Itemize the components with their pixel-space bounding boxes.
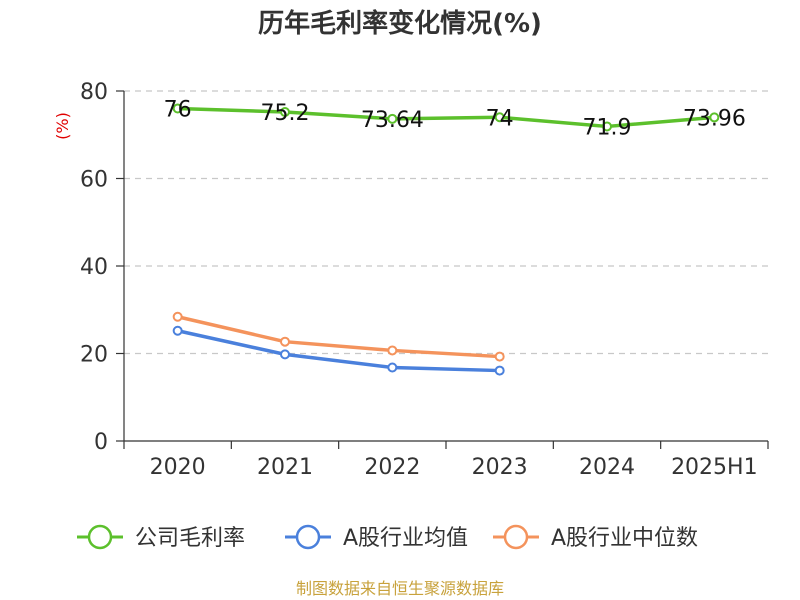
legend-label: 公司毛利率 xyxy=(135,526,245,551)
y-tick-label: 40 xyxy=(80,255,108,280)
x-tick-label: 2025H1 xyxy=(671,455,758,480)
data-point xyxy=(387,345,398,356)
y-tick-label: 80 xyxy=(80,80,108,105)
legend-item-1[interactable]: 公司毛利率 xyxy=(77,524,245,551)
data-point xyxy=(494,365,505,376)
data-point xyxy=(494,112,505,123)
series-line-2 xyxy=(175,329,502,373)
legend-marker xyxy=(87,524,113,550)
legend-marker xyxy=(503,524,529,550)
data-point xyxy=(172,311,183,322)
source-note: 制图数据来自恒生聚源数据库 xyxy=(296,579,504,598)
legend-marker xyxy=(295,524,321,550)
data-point xyxy=(172,103,183,114)
data-point xyxy=(280,349,290,360)
data-label: 75.2 xyxy=(261,101,310,126)
data-labels: 76 75.2 73.64 74 71.9 73.96 xyxy=(164,98,746,141)
data-point xyxy=(387,362,398,373)
legend-label: A股行业均值 xyxy=(343,526,468,551)
data-point xyxy=(172,325,183,336)
data-point xyxy=(602,121,612,132)
data-label: 74 xyxy=(486,106,514,131)
data-point xyxy=(709,112,720,123)
y-tick-label: 0 xyxy=(94,430,108,455)
series-line-3 xyxy=(175,315,502,359)
x-tick-label: 2023 xyxy=(472,455,528,480)
x-tick-label: 2021 xyxy=(257,455,313,480)
data-label: 71.9 xyxy=(583,115,632,140)
legend-item-2[interactable]: A股行业均值 xyxy=(285,524,468,551)
data-label: 73.64 xyxy=(361,108,424,133)
legend-item-3[interactable]: A股行业中位数 xyxy=(493,524,698,551)
legend-label: A股行业中位数 xyxy=(551,526,698,551)
data-label: 76 xyxy=(164,98,192,123)
data-point xyxy=(280,107,290,117)
data-point xyxy=(280,336,290,347)
axes: 0 20 40 60 80 2020 2021 2022 2023 2024 2025H1 xyxy=(80,80,769,480)
data-point xyxy=(387,113,398,124)
x-tick-label: 2020 xyxy=(150,455,206,480)
legend[interactable]: 公司毛利率 A股行业均值 A股行业中位数 xyxy=(77,524,698,551)
y-axis-unit-label: (%) xyxy=(53,112,72,140)
data-label: 73.96 xyxy=(683,106,746,131)
series-lines xyxy=(172,103,720,376)
y-tick-label: 60 xyxy=(80,168,108,193)
y-tick-label: 20 xyxy=(80,343,108,368)
x-tick-label: 2024 xyxy=(579,455,635,480)
grid-lines xyxy=(124,90,768,355)
series-line-1 xyxy=(175,106,717,129)
x-tick-label: 2022 xyxy=(364,455,420,480)
chart-title: 历年毛利率变化情况(%) xyxy=(258,8,542,39)
data-point xyxy=(494,351,505,362)
